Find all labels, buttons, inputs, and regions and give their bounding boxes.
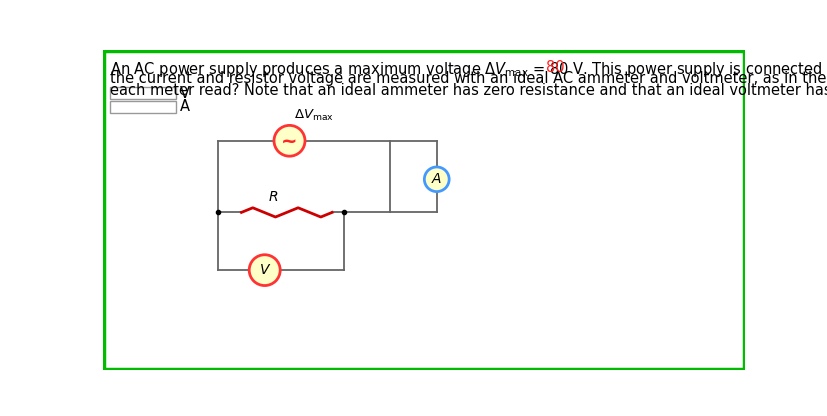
Circle shape: [249, 255, 280, 285]
Text: A: A: [179, 99, 189, 114]
Text: ~: ~: [281, 131, 298, 150]
Bar: [109, 101, 175, 113]
Bar: [109, 87, 175, 99]
Text: $R$: $R$: [267, 190, 278, 204]
Text: the current and resistor voltage are measured with an ideal AC ammeter and voltm: the current and resistor voltage are mea…: [109, 72, 827, 87]
Text: An AC power supply produces a maximum voltage $\Delta V_{\rm max}$ =: An AC power supply produces a maximum vo…: [109, 60, 546, 79]
Circle shape: [274, 125, 304, 156]
Text: V: V: [260, 263, 269, 277]
Text: each meter read? Note that an ideal ammeter has zero resistance and that an idea: each meter read? Note that an ideal amme…: [109, 83, 827, 98]
Text: $\Delta V_{\rm max}$: $\Delta V_{\rm max}$: [294, 108, 334, 123]
Text: An AC power supply produces a maximum voltage $\Delta V_{\rm max}$ = 80 V. This : An AC power supply produces a maximum vo…: [109, 60, 827, 79]
Text: 80: 80: [546, 60, 564, 75]
Circle shape: [424, 167, 448, 192]
Text: A: A: [432, 172, 441, 186]
Text: V: V: [179, 86, 189, 101]
Text: An AC power supply produces a maximum voltage $\Delta V_{\rm max}$ = 80 V. This : An AC power supply produces a maximum vo…: [109, 60, 827, 79]
